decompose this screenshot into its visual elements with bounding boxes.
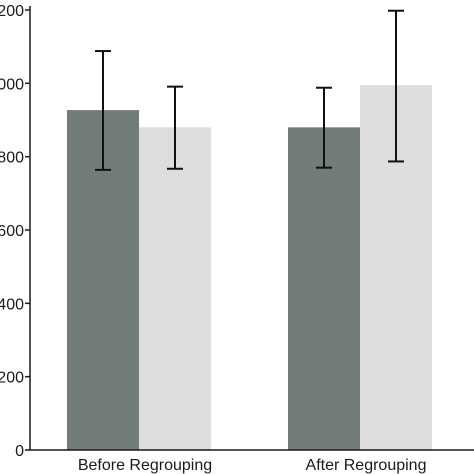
x-category-label: After Regrouping	[306, 457, 427, 474]
y-tick-label: 600	[0, 223, 24, 240]
y-axis-ticks: 0 200 400 600 800 1000 1200	[0, 3, 30, 460]
y-tick-label: 0	[15, 443, 24, 460]
y-tick-label: 400	[0, 296, 24, 313]
y-tick-label: 1200	[0, 3, 24, 20]
x-category-label: Before Regrouping	[78, 457, 212, 474]
bar	[139, 127, 211, 450]
bar	[288, 127, 360, 450]
bars	[67, 85, 432, 451]
error-bars	[95, 9, 404, 171]
x-axis-labels: Before Regrouping After Regrouping	[78, 457, 427, 474]
y-tick-label: 200	[0, 370, 24, 387]
y-tick-label: 800	[0, 150, 24, 167]
y-tick-label: 1000	[0, 76, 24, 93]
